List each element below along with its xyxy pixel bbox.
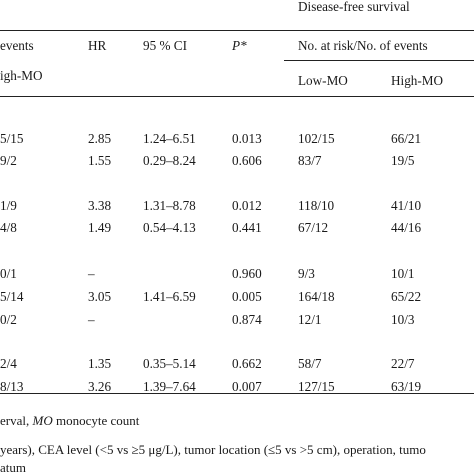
low-mo-header: Low-MO <box>298 73 348 88</box>
low-mo-cell: 164/18 <box>298 289 335 304</box>
hr-cell: – <box>88 312 95 327</box>
events-cell: 2/4 <box>0 356 17 371</box>
high-mo-cell: 66/21 <box>391 131 422 146</box>
high-mo-cell: 65/22 <box>391 289 422 304</box>
high-mo-cell: 44/16 <box>391 220 422 235</box>
low-mo-cell: 83/7 <box>298 153 322 168</box>
low-mo-cell: 127/15 <box>298 379 335 394</box>
events-header-fragment: events <box>0 38 34 53</box>
hr-cell: 3.38 <box>88 198 112 213</box>
p-cell: 0.441 <box>232 220 262 235</box>
footnote-adjustment: years), CEA level (<5 vs ≥5 μg/L), tumor… <box>0 442 426 457</box>
events-cell: 9/2 <box>0 153 17 168</box>
low-mo-cell: 102/15 <box>298 131 335 146</box>
p-cell: 0.960 <box>232 266 262 281</box>
footnote-line1-end: monocyte count <box>52 413 140 428</box>
footnote-abbreviations: erval, MO monocyte count <box>0 414 139 427</box>
events-cell: 0/1 <box>0 266 17 281</box>
ci-cell: 1.39–7.64 <box>143 379 196 394</box>
p-cell: 0.874 <box>232 312 262 327</box>
high-mo-header: High-MO <box>391 73 444 88</box>
hr-header: HR <box>88 38 107 53</box>
footnote-adjustment-cont: atum <box>0 460 26 475</box>
high-mo-cell: 22/7 <box>391 356 415 371</box>
high-mo-cell: 19/5 <box>391 153 415 168</box>
footnote-line1-start: erval, <box>0 413 33 428</box>
events-cell: 4/8 <box>0 220 17 235</box>
low-mo-cell: 58/7 <box>298 356 322 371</box>
events-cell: 1/9 <box>0 198 17 213</box>
p-cell: 0.005 <box>232 289 262 304</box>
risk-events-header: No. at risk/No. of events <box>298 38 428 53</box>
disease-free-title: Disease-free survival <box>298 0 410 14</box>
high-mo-cell: 41/10 <box>391 198 422 213</box>
high-mo-cell: 10/1 <box>391 266 415 281</box>
ci-header: 95 % CI <box>143 38 187 53</box>
events-cell: 0/2 <box>0 312 17 327</box>
ci-cell: 1.41–6.59 <box>143 289 196 304</box>
hr-cell: 2.85 <box>88 131 112 146</box>
high-mo-cell: 10/3 <box>391 312 415 327</box>
hr-cell: – <box>88 266 95 281</box>
footnote-mo-abbrev: MO <box>32 413 53 428</box>
p-cell: 0.606 <box>232 153 262 168</box>
high-mo-cell: 63/19 <box>391 379 422 394</box>
events-cell: 8/13 <box>0 379 24 394</box>
low-mo-cell: 67/12 <box>298 220 329 235</box>
hr-cell: 1.35 <box>88 356 112 371</box>
ci-cell: 0.54–4.13 <box>143 220 196 235</box>
hr-cell: 3.05 <box>88 289 112 304</box>
table-bottom-rule <box>0 393 474 394</box>
p-cell: 0.007 <box>232 379 262 394</box>
top-rule <box>0 30 474 31</box>
hr-cell: 1.49 <box>88 220 112 235</box>
p-header: P* <box>232 38 247 53</box>
low-mo-cell: 9/3 <box>298 266 315 281</box>
header-bottom-rule <box>0 96 474 97</box>
events-cell: 5/14 <box>0 289 24 304</box>
ci-cell: 0.35–5.14 <box>143 356 196 371</box>
p-cell: 0.662 <box>232 356 262 371</box>
disease-free-underline <box>284 30 474 31</box>
events-cell: 5/15 <box>0 131 24 146</box>
ci-cell: 0.29–8.24 <box>143 153 196 168</box>
high-mo-fragment-header: igh-MO <box>0 68 43 83</box>
ci-cell: 1.24–6.51 <box>143 131 196 146</box>
p-cell: 0.013 <box>232 131 262 146</box>
low-mo-cell: 12/1 <box>298 312 322 327</box>
low-mo-cell: 118/10 <box>298 198 335 213</box>
p-cell: 0.012 <box>232 198 262 213</box>
ci-cell: 1.31–8.78 <box>143 198 196 213</box>
risk-events-underline <box>284 60 474 61</box>
hr-cell: 1.55 <box>88 153 112 168</box>
hr-cell: 3.26 <box>88 379 112 394</box>
